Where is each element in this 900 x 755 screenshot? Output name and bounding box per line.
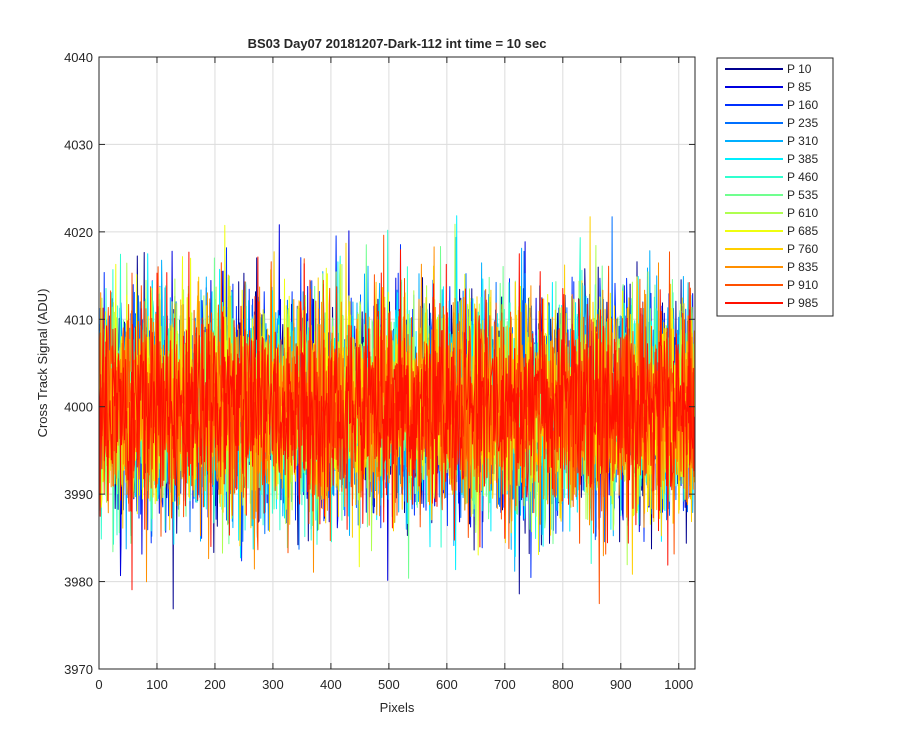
- legend-label: P 610: [787, 206, 818, 220]
- legend-label: P 160: [787, 98, 818, 112]
- x-tick-label: 1000: [664, 677, 693, 692]
- x-tick-label: 400: [320, 677, 342, 692]
- legend-label: P 85: [787, 80, 812, 94]
- y-tick-label: 3990: [64, 487, 93, 502]
- y-tick-label: 4020: [64, 225, 93, 240]
- x-tick-label: 600: [436, 677, 458, 692]
- legend-label: P 535: [787, 188, 818, 202]
- legend-label: P 760: [787, 242, 818, 256]
- series-line: [98, 249, 695, 591]
- legend-label: P 460: [787, 170, 818, 184]
- x-tick-label: 500: [378, 677, 400, 692]
- y-tick-label: 4040: [64, 50, 93, 65]
- legend-label: P 235: [787, 116, 818, 130]
- legend-label: P 835: [787, 260, 818, 274]
- y-tick-label: 3970: [64, 662, 93, 677]
- y-tick-label: 4010: [64, 312, 93, 327]
- y-tick-label: 4000: [64, 400, 93, 415]
- series-lines: [98, 215, 695, 610]
- legend-label: P 985: [787, 296, 818, 310]
- y-tick-label: 3980: [64, 575, 93, 590]
- x-tick-label: 700: [494, 677, 516, 692]
- legend-label: P 910: [787, 278, 818, 292]
- ticks: 0 100 200 300 400 500 600 700 800 900 1000 3970 3980…: [64, 50, 695, 692]
- x-tick-label: 0: [95, 677, 102, 692]
- legend-label: P 10: [787, 62, 812, 76]
- x-axis-label: Pixels: [380, 700, 415, 715]
- x-tick-label: 900: [610, 677, 632, 692]
- y-axis-label: Cross Track Signal (ADU): [35, 289, 50, 438]
- y-tick-label: 4030: [64, 137, 93, 152]
- legend-box: [716, 57, 834, 317]
- chart-title: BS03 Day07 20181207-Dark-112 int time = …: [248, 36, 547, 51]
- legend-label: P 310: [787, 134, 818, 148]
- x-tick-label: 300: [262, 677, 284, 692]
- x-tick-label: 200: [204, 677, 226, 692]
- x-tick-label: 800: [552, 677, 574, 692]
- legend-label: P 685: [787, 224, 818, 238]
- axes-box: [98, 56, 696, 670]
- legend-label: P 385: [787, 152, 818, 166]
- x-tick-label: 100: [146, 677, 168, 692]
- legend: P 10 P 85 P 160 P 235 P 310 P 385 P 460 P 535 P …: [716, 57, 834, 317]
